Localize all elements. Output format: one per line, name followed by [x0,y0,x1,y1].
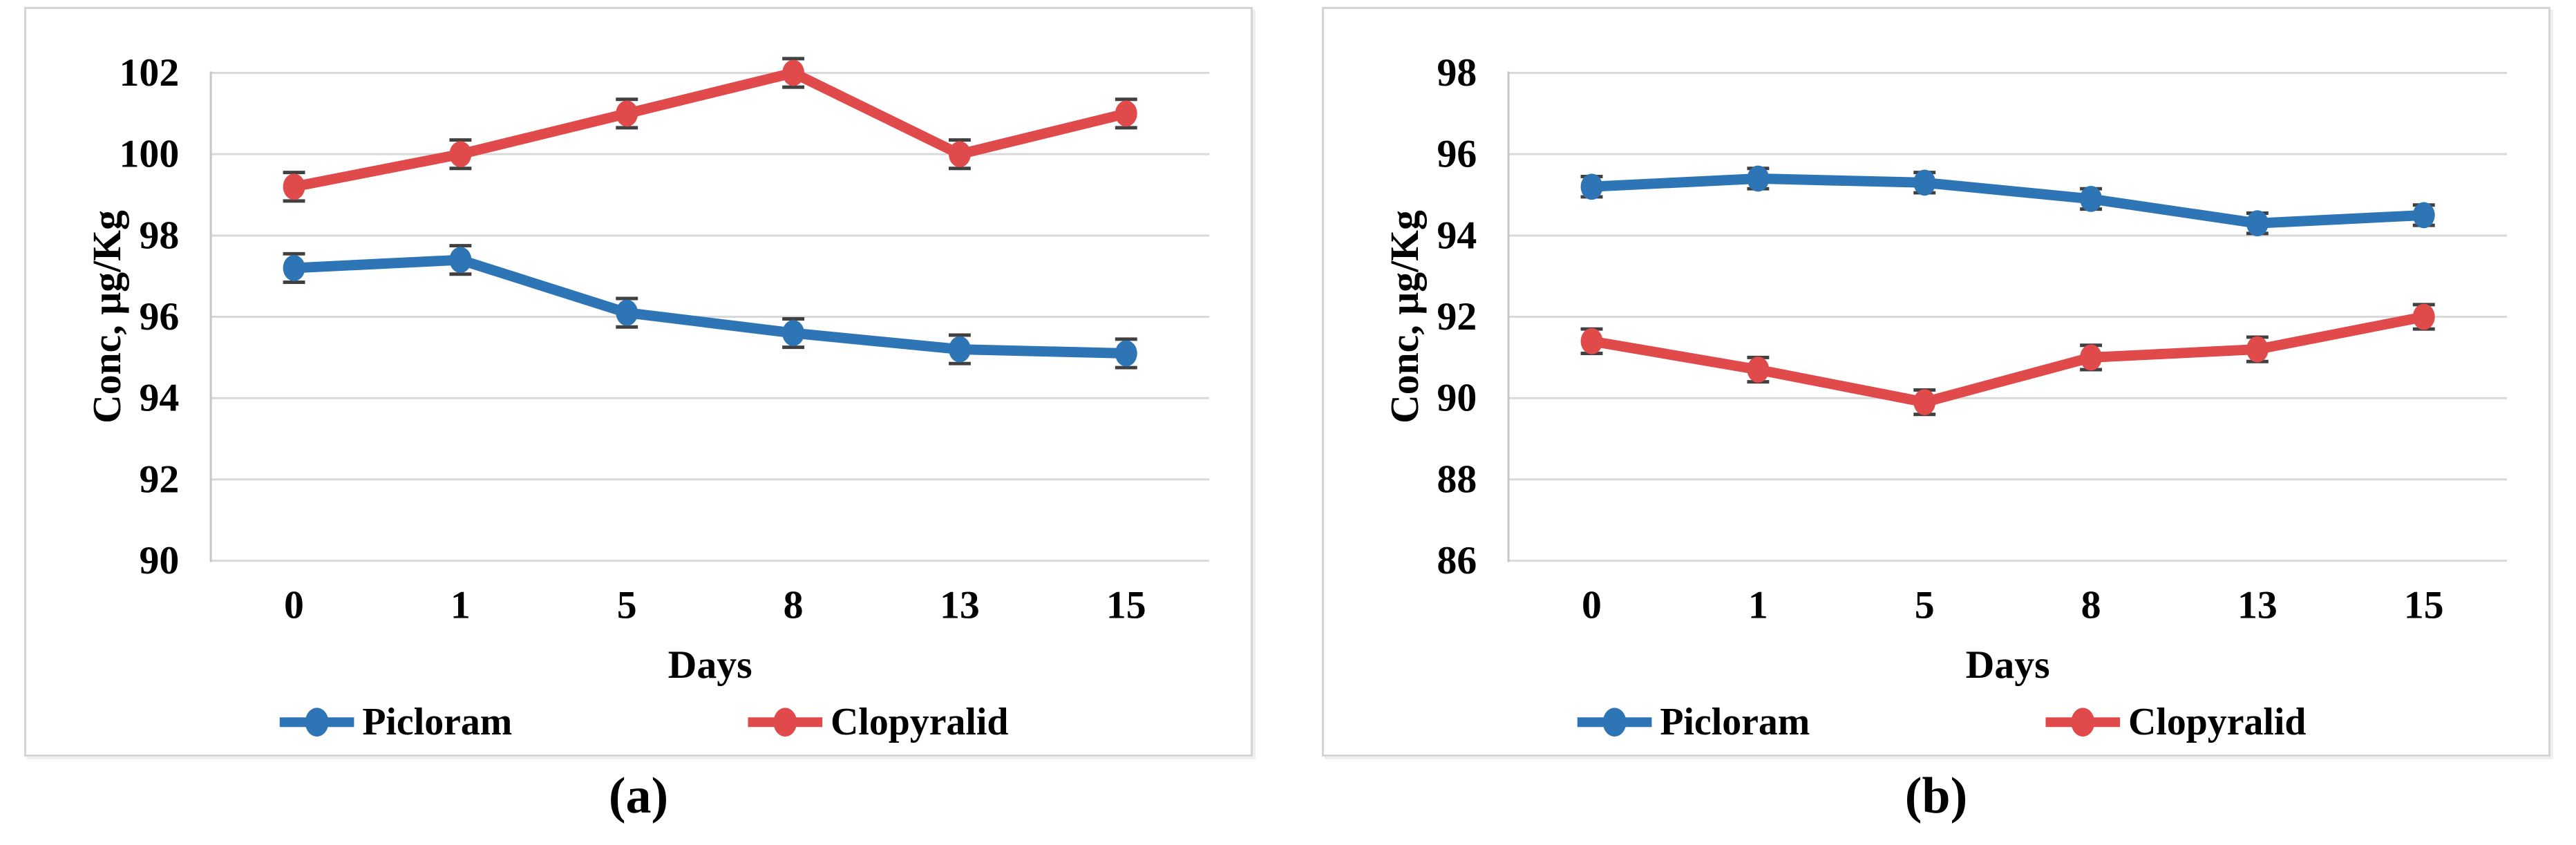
y-tick-label: 98 [1437,51,1477,95]
x-axis-title: Days [1966,643,2050,687]
data-point-marker [1115,340,1137,367]
y-tick-label: 94 [139,377,179,420]
y-tick-label: 88 [1437,457,1477,501]
figure-row: 90 92 94 96 98 100 102 Conc, µg/Kg 0 1 5 8 13 15 Days P… [24,7,2550,822]
x-tick-label: 0 [1582,584,1602,627]
caption-b: (b) [1904,768,1968,824]
x-tick-label: 8 [784,584,804,627]
legend-item-picloram: Picloram [279,701,512,743]
chart-panel-b: 86 88 90 92 94 96 98 Conc, µg/Kg 0 1 5 8 13 15 Days Pic… [1322,7,2550,757]
x-tick-label: 13 [940,584,980,627]
series-line-picloram [1587,173,2430,229]
x-tick-label: 0 [284,584,304,627]
panel-a: 90 92 94 96 98 100 102 Conc, µg/Kg 0 1 5 8 13 15 Days P… [24,7,1253,822]
x-tick-label: 1 [451,584,471,627]
data-point-marker [782,59,805,86]
y-tick-label: 100 [120,133,180,176]
x-axis-title: Days [668,643,752,687]
series-clopyralid [1580,303,2435,417]
y-tick-label: 86 [1437,539,1477,582]
y-axis-title: Conc, µg/Kg [1383,210,1427,424]
x-tick-label: 13 [2237,584,2277,627]
series-line-picloram [289,254,1132,359]
legend-label: Picloram [1660,701,1810,743]
data-point-marker [2080,185,2103,212]
data-point-marker [1115,100,1137,127]
data-point-marker [2412,202,2435,229]
y-tick-label: 90 [1437,377,1477,420]
data-point-marker [1913,169,1936,196]
data-point-marker [948,336,971,363]
y-tick-label: 92 [139,457,179,501]
data-point-marker [449,247,472,274]
y-tick-label: 98 [139,213,179,257]
series-picloram [283,244,1137,370]
y-tick-label: 92 [1437,295,1477,339]
legend: Picloram Clopyralid [279,701,1008,743]
series-picloram [1580,165,2435,237]
data-point-marker [1580,327,1603,354]
series-clopyralid [283,57,1137,203]
legend-item-clopyralid: Clopyralid [2045,701,2306,743]
x-tick-label: 15 [2404,584,2444,627]
legend-label: Clopyralid [2128,701,2306,743]
legend-marker [773,708,797,737]
data-point-marker [948,141,971,168]
data-point-marker [283,255,305,281]
data-point-marker [2246,210,2269,237]
series-line-clopyralid [1587,312,2430,408]
y-tick-label: 96 [1437,133,1477,176]
data-point-marker [1747,165,1770,192]
legend-label: Clopyralid [831,701,1008,743]
data-point-marker [1747,357,1770,383]
chart-panel-a: 90 92 94 96 98 100 102 Conc, µg/Kg 0 1 5 8 13 15 Days P… [24,7,1253,757]
x-tick-label: 15 [1106,584,1146,627]
data-point-marker [616,299,638,326]
data-point-marker [1580,173,1603,200]
data-point-marker [2080,344,2103,371]
data-point-marker [782,320,805,346]
data-point-marker [2412,303,2435,330]
series-line-clopyralid [289,68,1132,192]
y-tick-label: 102 [120,51,180,95]
data-point-marker [283,173,305,200]
panel-b: 86 88 90 92 94 96 98 Conc, µg/Kg 0 1 5 8 13 15 Days Pic… [1322,7,2550,822]
x-tick-label: 1 [1748,584,1768,627]
legend-label: Picloram [362,701,512,743]
y-tick-label: 90 [139,539,179,582]
caption-a: (a) [608,768,669,824]
legend-item-clopyralid: Clopyralid [748,701,1008,743]
legend-marker [2071,708,2095,737]
y-tick-label: 94 [1437,213,1477,257]
x-tick-label: 5 [617,584,637,627]
legend-marker [305,708,329,737]
data-point-marker [449,141,472,168]
legend-marker [1602,708,1627,737]
data-point-marker [2246,336,2269,363]
data-point-marker [616,100,638,127]
x-tick-label: 5 [1915,584,1935,627]
y-axis-title: Conc, µg/Kg [86,210,129,424]
y-tick-label: 96 [139,295,179,339]
data-point-marker [1913,389,1936,415]
x-tick-label: 8 [2081,584,2101,627]
legend: Picloram Clopyralid [1577,701,2306,743]
legend-item-picloram: Picloram [1577,701,1810,743]
